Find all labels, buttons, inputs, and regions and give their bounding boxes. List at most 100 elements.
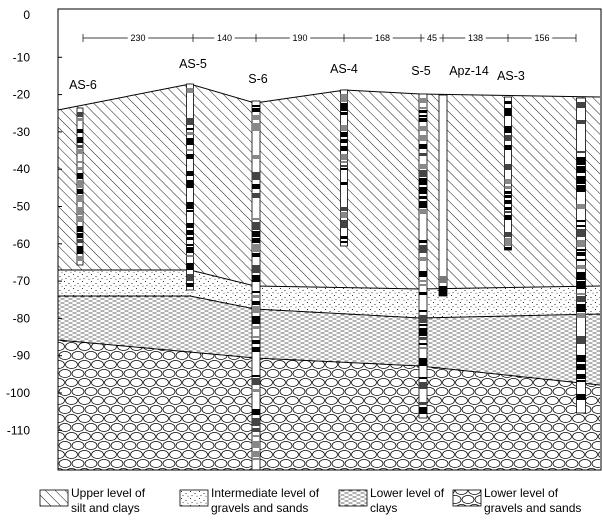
well-band (252, 238, 260, 243)
well-band (252, 244, 260, 252)
well-band (419, 343, 427, 345)
well-band (186, 180, 194, 188)
well-band (340, 241, 348, 243)
well-band (77, 129, 83, 133)
well-band (576, 204, 586, 209)
layer-lower-gravels-sands (58, 340, 600, 470)
spacing-label: 168 (375, 33, 390, 43)
well-label: AS-6 (69, 78, 97, 92)
well-band (252, 105, 260, 107)
well-band (340, 146, 348, 151)
well-band (504, 108, 512, 116)
well-s-6: S-6 (248, 72, 268, 471)
well-label: S-5 (411, 64, 431, 78)
well-band (340, 103, 348, 111)
well-column (504, 96, 512, 251)
y-tick-label: -100 (6, 386, 30, 400)
well-band (576, 272, 586, 280)
well-band (186, 132, 194, 135)
y-tick-label: -60 (13, 237, 31, 251)
well-band (252, 301, 260, 305)
well-band (186, 154, 194, 159)
well-band (186, 171, 194, 176)
well-band (186, 210, 194, 212)
well-band (419, 98, 427, 103)
y-tick-label: -30 (13, 125, 31, 139)
well-band (340, 132, 348, 137)
well-band (504, 164, 512, 170)
well-band (252, 295, 260, 298)
well-band (576, 380, 586, 382)
well-band (504, 101, 512, 104)
well-band (419, 407, 427, 414)
well-band (77, 189, 83, 194)
well-band (504, 195, 512, 198)
well-column (438, 94, 448, 297)
well-band (419, 144, 427, 149)
legend-label-line1: Lower level of (484, 486, 559, 500)
well-band (252, 306, 260, 313)
y-tick-label: -110 (7, 423, 30, 437)
well-band (252, 218, 260, 220)
well-band (252, 123, 260, 131)
well-band (186, 230, 194, 235)
well-band (186, 149, 194, 151)
well-band (252, 193, 260, 198)
well-band (504, 200, 512, 204)
well-band (77, 118, 83, 121)
well-band (419, 209, 427, 214)
spacing-label: 45 (427, 33, 437, 43)
well-band (419, 245, 427, 253)
legend-swatch (39, 489, 69, 507)
well-band (77, 161, 83, 163)
well-band (252, 291, 260, 293)
well-band (340, 125, 348, 131)
well-band (504, 135, 512, 141)
layer-boundary-3 (57, 339, 601, 386)
well-band (186, 274, 194, 281)
well-band (419, 153, 427, 156)
y-tick-label: -90 (13, 349, 31, 363)
well-as-6: AS-6 (69, 78, 97, 266)
well-band (419, 164, 427, 169)
well-band (576, 265, 586, 269)
well-band (186, 128, 194, 130)
well-band (504, 191, 512, 194)
layer-upper-silt-clays (58, 84, 600, 289)
well-band (252, 378, 260, 385)
well-band (576, 313, 586, 318)
well-band (252, 451, 260, 457)
well-band (340, 161, 348, 163)
well-band (340, 94, 348, 102)
well-band (77, 173, 83, 179)
well-band (252, 316, 260, 324)
well-band (576, 336, 586, 344)
well-band (419, 178, 427, 185)
well-band (504, 238, 512, 246)
well-band (419, 402, 427, 405)
well-band (77, 207, 83, 215)
well-band (77, 167, 83, 170)
well-band (419, 280, 427, 282)
well-band (186, 118, 194, 125)
well-column (418, 93, 428, 419)
legend-label-line2: gravels and sands (211, 501, 308, 515)
well-band (419, 324, 427, 326)
well-band (252, 275, 260, 282)
well-band (252, 435, 260, 437)
well-band (77, 216, 83, 222)
legend-label-line1: Upper level of (71, 486, 146, 500)
well-band (576, 166, 586, 173)
well-band (252, 253, 260, 257)
well-band (252, 418, 260, 426)
well-band (576, 249, 586, 251)
well-band (252, 375, 260, 377)
well-band (77, 149, 83, 154)
spacing-label-bg (465, 33, 486, 43)
well-band (77, 180, 83, 188)
y-tick-label: -10 (13, 50, 31, 64)
spacing-label: 140 (217, 33, 232, 43)
well-band (576, 259, 586, 261)
